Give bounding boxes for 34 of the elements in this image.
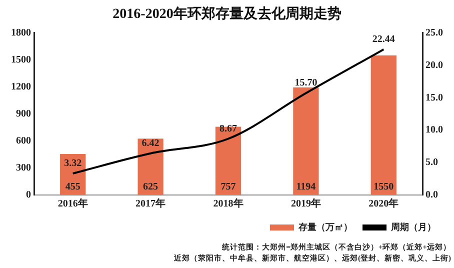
- data-label: 6.42: [142, 138, 160, 149]
- y2-tick-label: 5.0: [426, 157, 438, 168]
- data-label: 1550: [374, 182, 394, 193]
- y-tick-label: 0: [26, 190, 31, 201]
- y-tick-label: 900: [16, 108, 31, 120]
- data-label: 455: [65, 182, 80, 193]
- y2-tick-label: 0.0: [426, 190, 438, 201]
- bar: [215, 126, 242, 195]
- data-label: 1194: [296, 182, 316, 193]
- data-label: 3.32: [64, 158, 82, 170]
- legend-label: 存量（万㎡）: [298, 222, 352, 232]
- y-tick-label: 300: [16, 162, 31, 174]
- data-label: 8.67: [220, 123, 237, 134]
- y2-tick-label: 15.0: [426, 92, 443, 104]
- y2-tick-label: 10.0: [426, 124, 443, 136]
- legend-label: 周期（月）: [390, 222, 436, 232]
- chart-title: 2016-2020年环郑存量及去化周期走势: [112, 6, 342, 22]
- y-tick-label: 1500: [11, 54, 31, 66]
- x-tick-label: 2017年: [136, 198, 166, 210]
- data-label: 757: [220, 182, 236, 193]
- data-label: 625: [143, 182, 158, 193]
- x-tick-label: 2019年: [290, 198, 321, 210]
- bar: [370, 55, 396, 195]
- y-tick-label: 600: [16, 136, 31, 147]
- y2-tick-label: 20.0: [426, 60, 443, 71]
- data-label: 15.70: [294, 78, 318, 89]
- x-tick-label: 2016年: [58, 198, 88, 210]
- data-label: 22.44: [372, 34, 395, 45]
- y-tick-label: 1200: [11, 81, 31, 92]
- y-tick-label: 1800: [11, 27, 31, 38]
- bar: [293, 87, 319, 195]
- x-tick-label: 2020年: [368, 198, 399, 210]
- x-tick-label: 2018年: [213, 198, 244, 210]
- y2-tick-label: 25.0: [426, 27, 443, 38]
